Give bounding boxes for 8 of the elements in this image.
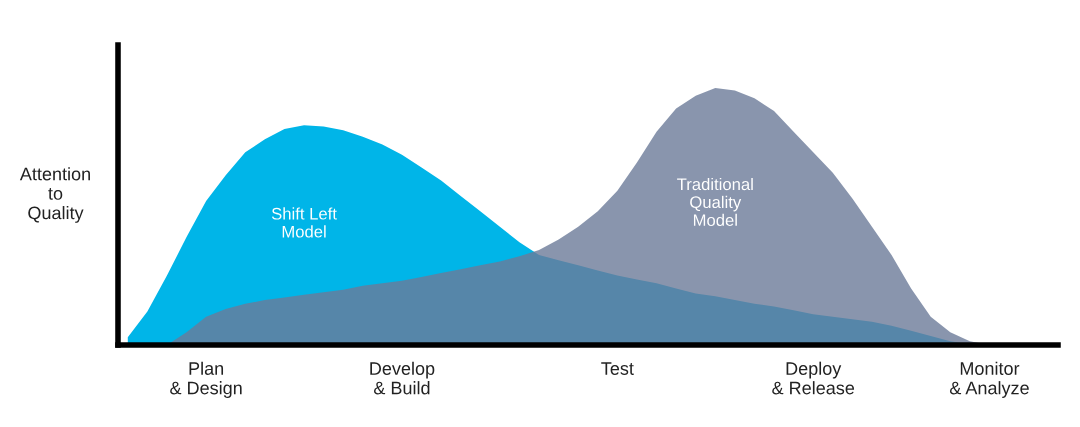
x-tick-label: Plan & Design xyxy=(170,361,242,398)
series-label: Shift Left Model xyxy=(271,207,337,238)
x-tick-label: Monitor & Analyze xyxy=(949,361,1029,398)
y-axis-title: Attention to Quality xyxy=(19,167,90,223)
x-tick-label: Deploy & Release xyxy=(772,361,855,395)
series-label: Traditional Quality Model xyxy=(677,177,753,227)
x-tick-label: Develop & Build xyxy=(370,361,435,395)
x-tick-label: Test xyxy=(601,362,634,375)
